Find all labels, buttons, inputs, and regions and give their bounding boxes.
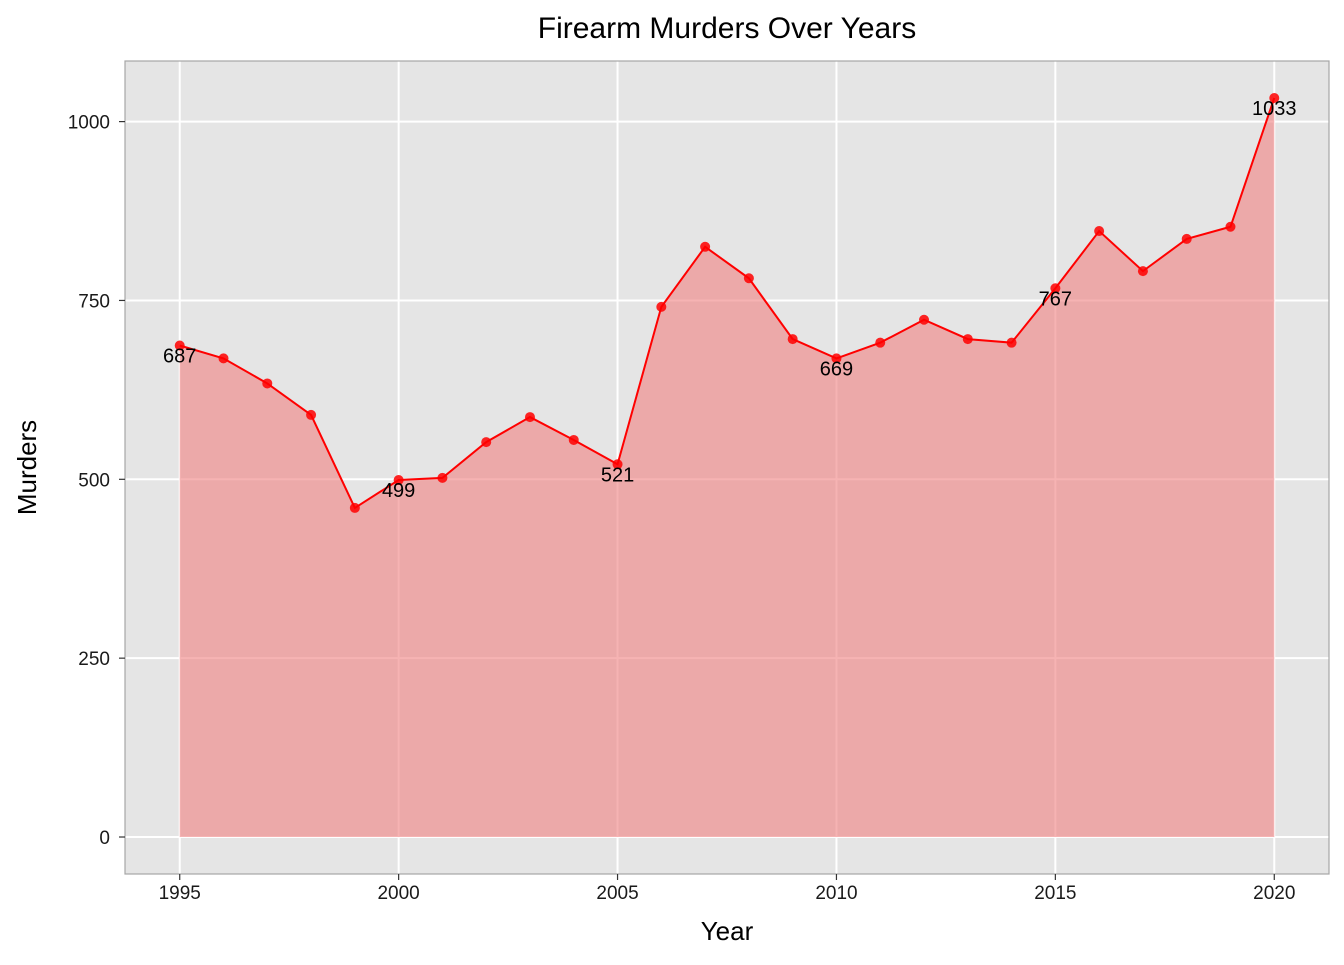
x-tick-label: 1995 [159, 883, 201, 904]
area-fill-layer [179, 97, 1275, 838]
y-tick-label: 750 [78, 291, 110, 312]
data-label: 669 [820, 358, 853, 380]
data-point [568, 434, 579, 445]
data-point [1269, 92, 1280, 103]
data-point [875, 337, 886, 348]
data-point [218, 353, 229, 364]
x-tick-label: 2015 [1034, 883, 1076, 904]
plot-panel-border [124, 60, 1330, 875]
chart-title: Firearm Murders Over Years [538, 12, 916, 45]
data-point [612, 459, 623, 470]
data-point [656, 301, 667, 312]
data-point [393, 475, 404, 486]
y-tick-label: 500 [78, 470, 110, 491]
x-tick-label: 2020 [1253, 883, 1295, 904]
data-point [962, 334, 973, 345]
data-labels-layer: 687 499 521 669 767 1033 [163, 98, 1296, 502]
data-point [1094, 226, 1105, 237]
data-label: 499 [382, 480, 415, 502]
data-point [1137, 266, 1148, 277]
y-tick-label: 250 [78, 649, 110, 670]
x-tick-label: 2005 [596, 883, 638, 904]
x-axis-ticks: 1995 2000 2005 2010 2015 2020 [159, 874, 1295, 904]
data-point [306, 409, 317, 420]
data-label: 521 [601, 464, 634, 486]
data-point [700, 241, 711, 252]
series-line-layer [179, 97, 1276, 510]
y-tick-label: 1000 [68, 113, 110, 134]
y-axis-ticks: 0 250 500 750 1000 [68, 113, 125, 849]
data-point [437, 472, 448, 483]
x-axis-label: Year [701, 916, 754, 946]
data-point [349, 502, 360, 513]
data-point [174, 340, 185, 351]
data-points-layer [174, 92, 1280, 513]
x-tick-label: 2000 [377, 883, 419, 904]
data-point [262, 378, 273, 389]
data-label: 687 [163, 346, 196, 368]
series-line [179, 97, 1276, 510]
data-point [1225, 221, 1236, 232]
data-point [743, 273, 754, 284]
y-tick-label: 0 [99, 828, 110, 849]
data-point [1181, 233, 1192, 244]
y-axis-label: Murders [12, 420, 42, 515]
data-label: 1033 [1252, 98, 1297, 120]
data-point [787, 334, 798, 345]
data-point [831, 353, 842, 364]
area-fill [179, 97, 1275, 838]
data-label: 767 [1039, 288, 1072, 310]
data-point [1006, 337, 1017, 348]
data-point [481, 437, 492, 448]
x-tick-label: 2010 [815, 883, 857, 904]
data-point [919, 314, 930, 325]
data-point [524, 412, 535, 423]
data-point [1050, 283, 1061, 294]
